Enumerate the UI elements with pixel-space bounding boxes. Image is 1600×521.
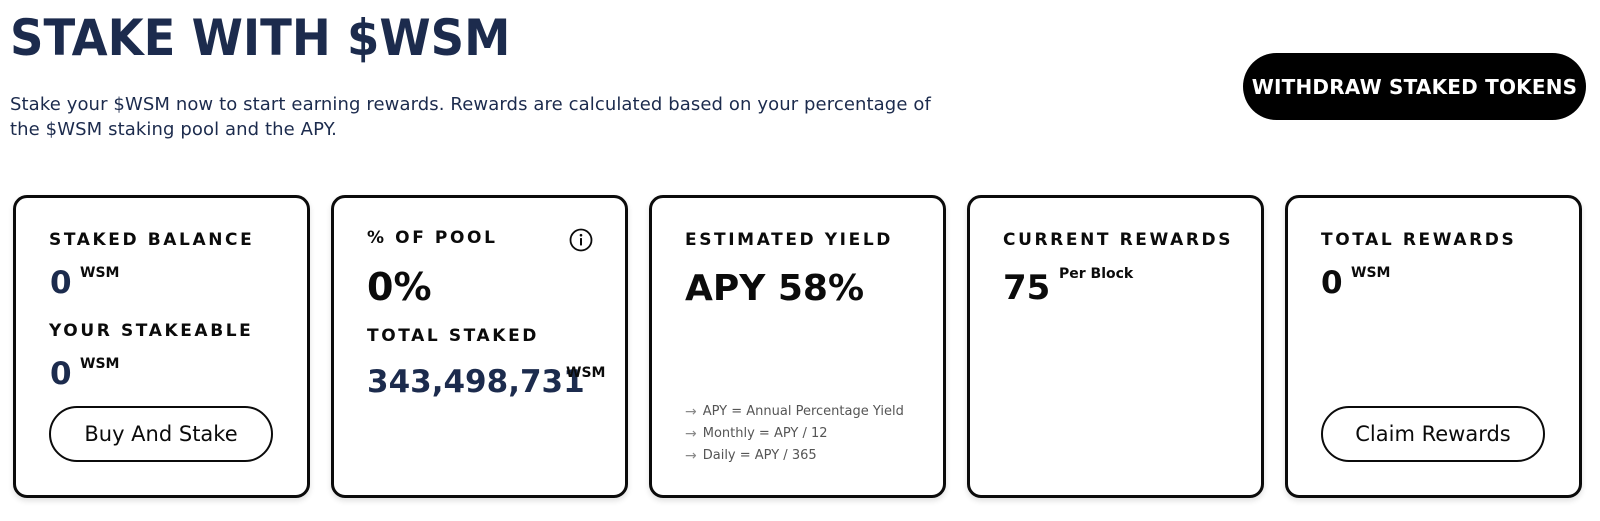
your-stakeable-unit: WSM xyxy=(80,356,120,372)
pool-percentage-card: % OF POOL 0% TOTAL STAKED 343,498,731 WS… xyxy=(331,195,628,498)
arrow-right-icon: → xyxy=(685,404,697,420)
current-rewards-value: 75 xyxy=(1003,268,1051,308)
withdraw-staked-tokens-button[interactable]: WITHDRAW STAKED TOKENS xyxy=(1243,53,1586,120)
total-staked-label: TOTAL STAKED xyxy=(367,326,540,346)
total-rewards-label: TOTAL REWARDS xyxy=(1321,230,1517,250)
buy-and-stake-button[interactable]: Buy And Stake xyxy=(49,406,273,462)
arrow-right-icon: → xyxy=(685,426,697,442)
claim-rewards-button[interactable]: Claim Rewards xyxy=(1321,406,1545,462)
arrow-right-icon: → xyxy=(685,448,697,464)
apy-value: APY 58% xyxy=(685,268,865,309)
staked-balance-value: 0 xyxy=(50,265,72,301)
apy-notes: → APY = Annual Percentage Yield → Monthl… xyxy=(685,401,904,467)
staked-balance-unit: WSM xyxy=(80,265,120,281)
staked-balance-label: STAKED BALANCE xyxy=(49,230,255,250)
total-rewards-unit: WSM xyxy=(1351,265,1391,281)
daily-note: → Daily = APY / 365 xyxy=(685,445,904,467)
apy-note: → APY = Annual Percentage Yield xyxy=(685,401,904,423)
current-rewards-card: CURRENT REWARDS 75 Per Block xyxy=(967,195,1264,498)
pool-percentage-value: 0% xyxy=(367,265,432,309)
current-rewards-unit: Per Block xyxy=(1059,266,1134,282)
estimated-yield-label: ESTIMATED YIELD xyxy=(685,230,893,250)
total-rewards-card: TOTAL REWARDS 0 WSM Claim Rewards xyxy=(1285,195,1582,498)
daily-note-text: Daily = APY / 365 xyxy=(702,448,817,463)
total-rewards-value: 0 xyxy=(1321,265,1343,301)
apy-note-text: APY = Annual Percentage Yield xyxy=(702,404,904,419)
monthly-note: → Monthly = APY / 12 xyxy=(685,423,904,445)
monthly-note-text: Monthly = APY / 12 xyxy=(702,426,828,441)
current-rewards-label: CURRENT REWARDS xyxy=(1003,230,1234,250)
total-staked-value: 343,498,731 xyxy=(367,364,585,400)
estimated-yield-card: ESTIMATED YIELD APY 58% → APY = Annual P… xyxy=(649,195,946,498)
staked-balance-card: STAKED BALANCE 0 WSM YOUR STAKEABLE 0 WS… xyxy=(13,195,310,498)
page-subtitle: Stake your $WSM now to start earning rew… xyxy=(10,94,931,140)
page-title: STAKE WITH $WSM xyxy=(10,9,511,67)
your-stakeable-label: YOUR STAKEABLE xyxy=(49,321,254,341)
pool-percentage-label: % OF POOL xyxy=(367,228,498,248)
info-icon[interactable] xyxy=(569,228,593,252)
your-stakeable-value: 0 xyxy=(50,356,72,392)
total-staked-unit: WSM xyxy=(566,365,606,381)
